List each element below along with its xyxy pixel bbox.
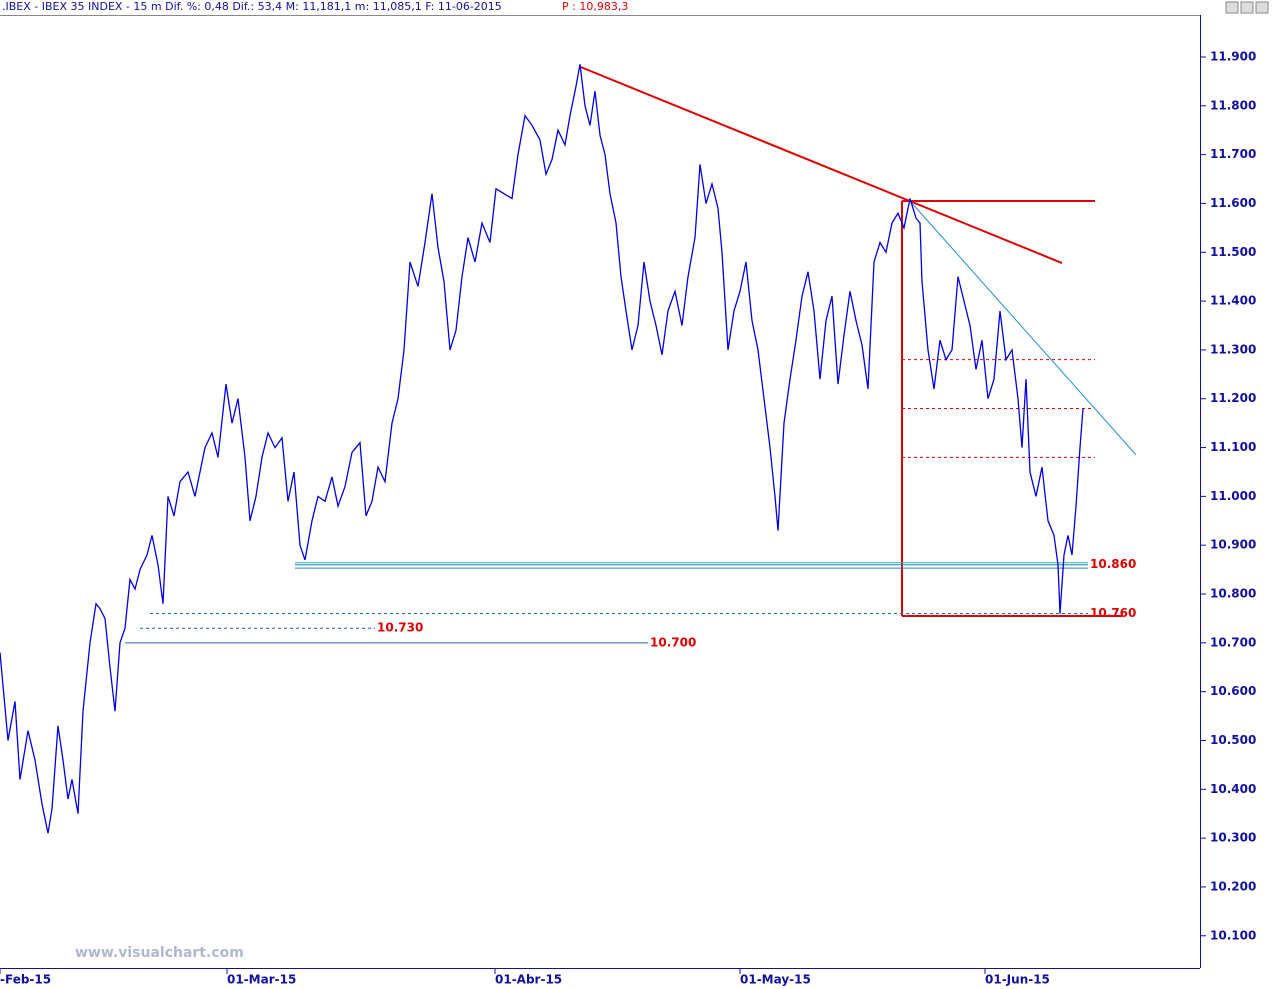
y-tick-label: 11.200	[1210, 391, 1256, 405]
x-tick-label: 01-Abr-15	[495, 973, 562, 987]
y-tick-label: 11.300	[1210, 342, 1256, 356]
level-label: 10.760	[1090, 606, 1136, 620]
y-tick-label: 10.800	[1210, 587, 1256, 601]
y-tick-label: 11.800	[1210, 98, 1256, 112]
x-tick-label: 01-Mar-15	[227, 973, 296, 987]
y-tick-label: 11.600	[1210, 196, 1256, 210]
level-label: 10.730	[377, 621, 423, 635]
y-tick-label: 10.200	[1210, 879, 1256, 893]
y-tick-label: 11.700	[1210, 147, 1256, 161]
minimize-button[interactable]	[1225, 1, 1239, 14]
level-label: 10.860	[1090, 557, 1136, 571]
header-title: .IBEX - IBEX 35 INDEX - 15 m Dif. %: 0,4…	[2, 0, 502, 13]
y-tick-label: 11.000	[1210, 489, 1256, 503]
y-tick-label: 10.600	[1210, 684, 1256, 698]
y-tick-label: 10.300	[1210, 831, 1256, 845]
level-label: 10.700	[650, 635, 696, 649]
window-buttons	[1225, 1, 1269, 14]
x-tick-label: 01-Jun-15	[985, 973, 1050, 987]
y-tick-label: 10.500	[1210, 733, 1256, 747]
y-tick-label: 11.100	[1210, 440, 1256, 454]
y-tick-label: 11.900	[1210, 49, 1256, 63]
price-line	[0, 64, 1084, 834]
y-tick-label: 11.500	[1210, 245, 1256, 259]
annotation-line	[909, 200, 1137, 456]
x-tick-label: 01-May-15	[740, 973, 811, 987]
maximize-button[interactable]	[1240, 1, 1254, 14]
annotation-line	[579, 65, 1063, 264]
y-tick-label: 10.900	[1210, 538, 1256, 552]
y-tick-label: 10.100	[1210, 928, 1256, 942]
y-tick-label: 11.400	[1210, 294, 1256, 308]
header-price: P : 10,983,3	[562, 0, 628, 13]
y-tick-label: 10.400	[1210, 782, 1256, 796]
close-button[interactable]	[1255, 1, 1269, 14]
x-tick-label: -Feb-15	[0, 973, 51, 987]
watermark: www.visualchart.com	[75, 945, 244, 961]
y-tick-label: 10.700	[1210, 635, 1256, 649]
